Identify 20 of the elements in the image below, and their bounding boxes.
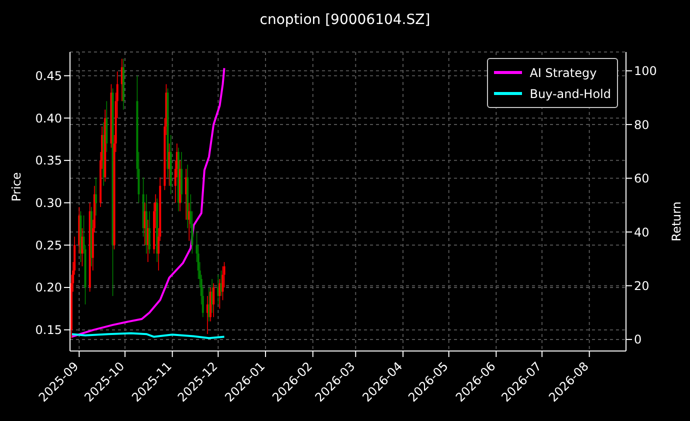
legend-label: Buy-and-Hold [530,86,611,100]
candlestick [212,282,215,318]
y2-tick-label: 40 [634,225,650,240]
y-tick-label: 0.20 [35,280,62,295]
line-series [70,67,226,338]
y2-tick-label: 0 [634,332,642,347]
y-tick-label: 0.40 [35,111,62,126]
chart-title: cnoption [90006104.SZ] [258,12,432,28]
y2-tick-label: 100 [634,64,657,78]
y2-tick-label: 20 [634,278,650,293]
y2-axis-title: Return [669,202,684,242]
y-tick-label: 0.35 [35,154,62,168]
y-axis-title: Price [9,172,24,202]
legend-label: AI Strategy [530,66,597,80]
y-tick-label: 0.45 [35,68,62,83]
y-tick-label: 0.30 [35,196,62,210]
y-tick-label: 0.15 [35,323,62,338]
y2-tick-label: 60 [634,172,650,186]
y-tick-label: 0.25 [35,238,62,252]
y2-tick-label: 80 [634,118,650,132]
